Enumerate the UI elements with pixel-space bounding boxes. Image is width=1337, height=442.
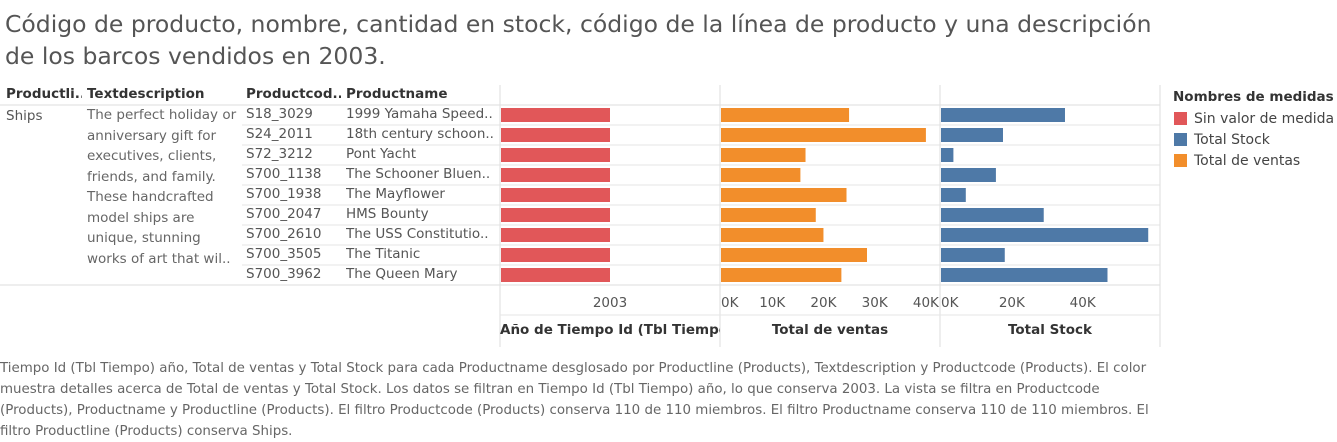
product-code: S700_1938	[246, 186, 322, 202]
axis-title-ventas: Total de ventas	[771, 322, 889, 338]
bar-ventas	[721, 208, 816, 222]
bar-stock	[941, 268, 1108, 282]
bar-ventas	[721, 168, 801, 182]
bar-stock	[941, 128, 1003, 142]
product-name: 1999 Yamaha Speed..	[346, 106, 493, 122]
description-line: The perfect holiday or	[87, 107, 237, 123]
bar-ventas	[721, 228, 824, 242]
text-description: The perfect holiday or anniversary gift f…	[87, 105, 245, 269]
product-code: S700_3505	[246, 246, 322, 262]
product-code: S700_3962	[246, 266, 322, 282]
bar-stock	[941, 188, 966, 202]
chart-title: Código de producto, nombre, cantidad en …	[5, 10, 1152, 70]
tick-label: 2003	[593, 295, 627, 311]
bar-year	[501, 268, 610, 282]
header-textdescription[interactable]: Textdescription	[87, 86, 205, 102]
description-line: unique, stunning	[87, 230, 201, 246]
product-name: HMS Bounty	[346, 206, 429, 222]
bar-year	[501, 188, 610, 202]
product-name: The Schooner Bluen..	[346, 166, 491, 182]
bar-year	[501, 128, 610, 142]
description-line: works of art that wil..	[87, 250, 231, 267]
description-line: executives, clients,	[87, 148, 217, 164]
bar-stock	[941, 148, 954, 162]
legend-item[interactable]: Sin valor de medida	[1174, 108, 1334, 129]
bar-ventas	[721, 188, 847, 202]
bar-year	[501, 208, 610, 222]
tick-label: 40K	[1070, 295, 1097, 311]
bar-stock	[941, 248, 1005, 262]
bar-ventas	[721, 108, 850, 122]
axis-title-stock: Total Stock	[1007, 322, 1092, 338]
bar-year	[501, 148, 610, 162]
product-name: The Titanic	[346, 246, 421, 262]
tick-label: 20K	[810, 295, 837, 311]
legend-item[interactable]: Total Stock	[1174, 129, 1334, 150]
product-name: The Mayflower	[346, 186, 445, 202]
legend: Sin valor de medida Total Stock Total de v…	[1174, 108, 1334, 171]
product-name: The USS Constitutio..	[346, 226, 489, 242]
product-name: 18th century schoon..	[346, 126, 494, 142]
bar-ventas	[721, 248, 867, 262]
product-code: S700_1138	[246, 166, 322, 182]
tick-label: 30K	[862, 295, 889, 311]
bar-year	[501, 168, 610, 182]
description-line: model ships are	[87, 209, 195, 226]
legend-label: Total Stock	[1194, 131, 1270, 148]
legend-label: Total de ventas	[1194, 152, 1301, 169]
axis-title-year: Año de Tiempo Id (Tbl Tiempo)	[500, 322, 720, 338]
bar-stock	[941, 208, 1044, 222]
bar-year	[501, 248, 610, 262]
tick-label: 40K	[913, 295, 940, 311]
bar-year	[501, 228, 610, 242]
bar-stock	[941, 228, 1149, 242]
tick-label: 10K	[759, 295, 786, 311]
description-line: friends, and family.	[87, 168, 216, 185]
header-productcode[interactable]: Productcod..	[246, 86, 341, 102]
legend-swatch	[1174, 112, 1187, 125]
productline-value: Ships	[6, 108, 43, 124]
description-line: anniversary gift for	[87, 127, 217, 144]
caption: Tiempo Id (Tbl Tiempo) año, Total de ven…	[0, 361, 1149, 439]
tick-label: 0K	[941, 295, 960, 311]
bar-ventas	[721, 128, 926, 142]
product-code: S700_2610	[246, 226, 322, 242]
bar-stock	[941, 108, 1065, 122]
bar-ventas	[721, 148, 806, 162]
bar-year	[501, 108, 610, 122]
product-name: The Queen Mary	[346, 266, 458, 282]
description-line: These handcrafted	[87, 189, 214, 205]
legend-title: Nombres de medidas	[1173, 89, 1334, 105]
legend-item[interactable]: Total de ventas	[1174, 150, 1334, 171]
bar-stock	[941, 168, 996, 182]
product-code: S18_3029	[246, 106, 313, 122]
header-productline[interactable]: Productli..	[6, 86, 82, 102]
product-name: Pont Yacht	[346, 146, 416, 162]
header-productname[interactable]: Productname	[346, 86, 448, 102]
legend-label: Sin valor de medida	[1194, 110, 1335, 127]
tick-label: 0K	[721, 295, 740, 311]
product-code: S24_2011	[246, 126, 313, 142]
bar-ventas	[721, 268, 842, 282]
tick-label: 20K	[999, 295, 1026, 311]
product-code: S72_3212	[246, 146, 313, 162]
product-code: S700_2047	[246, 206, 322, 222]
legend-swatch	[1174, 154, 1187, 167]
legend-swatch	[1174, 133, 1187, 146]
